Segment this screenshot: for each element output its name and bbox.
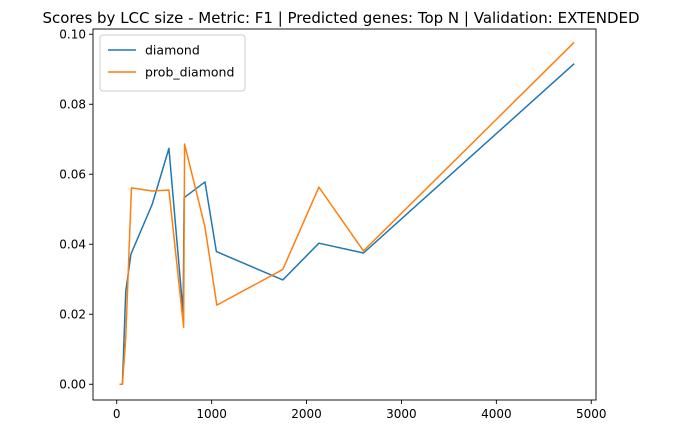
- x-tick-label: 4000: [481, 407, 512, 421]
- y-tick-label: 0.00: [59, 378, 86, 392]
- x-tick-label: 0: [113, 407, 121, 421]
- x-tick-label: 3000: [386, 407, 417, 421]
- x-axis: 0 1000 2000 3000 4000 5000: [113, 400, 607, 421]
- x-tick-label: 5000: [576, 407, 607, 421]
- legend-label-prob-diamond: prob_diamond: [145, 65, 234, 80]
- y-tick-label: 0.04: [59, 238, 86, 252]
- series-line-diamond: [119, 63, 575, 385]
- plot-frame: [92, 28, 597, 401]
- chart-title: Scores by LCC size - Metric: F1 | Predic…: [42, 9, 639, 27]
- y-tick-label: 0.02: [59, 308, 86, 322]
- y-tick-label: 0.10: [59, 28, 86, 42]
- legend: diamond prob_diamond: [99, 34, 246, 92]
- x-tick-label: 1000: [196, 407, 227, 421]
- legend-label-diamond: diamond: [145, 43, 200, 58]
- x-tick-label: 2000: [291, 407, 322, 421]
- legend-box: [99, 34, 246, 92]
- series-line-prob-diamond: [119, 41, 575, 385]
- y-tick-label: 0.06: [59, 168, 86, 182]
- y-axis: 0.00 0.02 0.04 0.06 0.08 0.10: [59, 28, 93, 392]
- y-tick-label: 0.08: [59, 98, 86, 112]
- series-layer: [119, 41, 575, 385]
